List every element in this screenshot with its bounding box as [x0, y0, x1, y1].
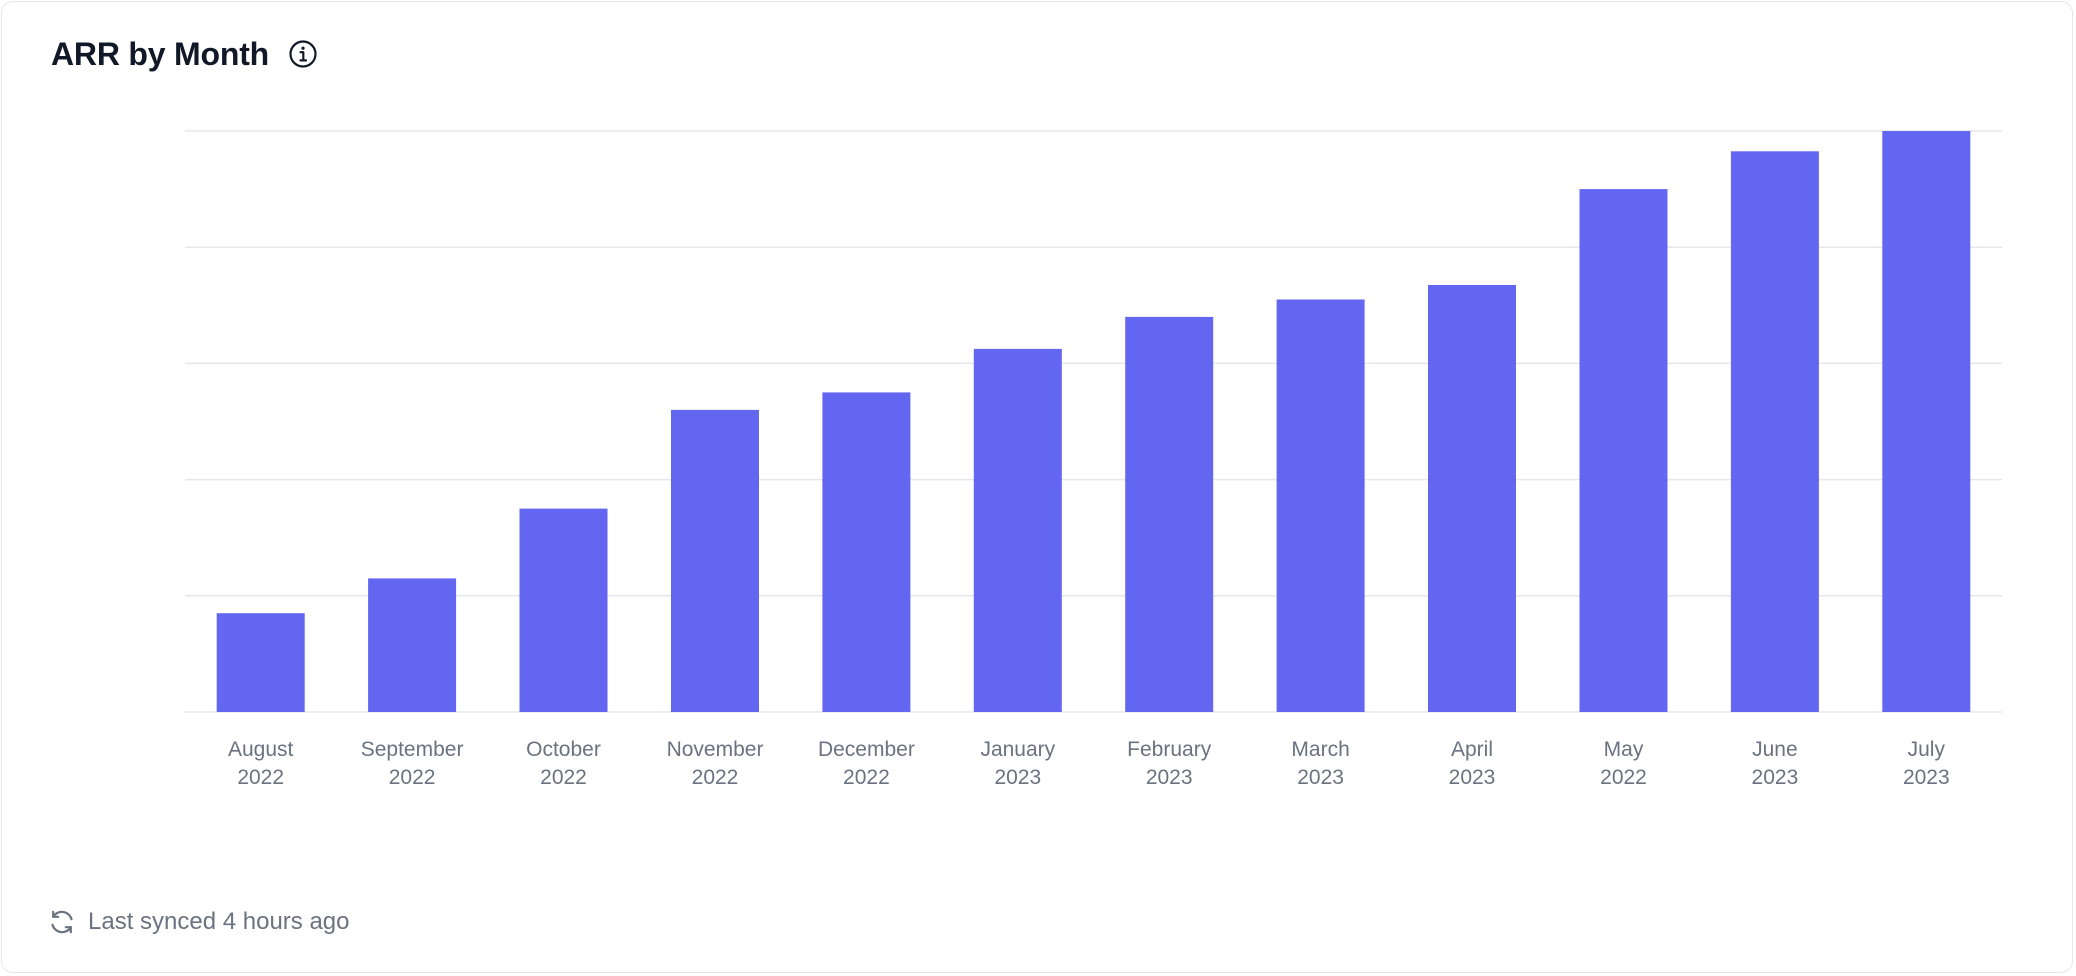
- x-tick-label: August 2022: [228, 738, 294, 789]
- x-tick-label: December 2022: [818, 738, 915, 789]
- bar[interactable]: [1730, 151, 1819, 713]
- bar[interactable]: [519, 508, 608, 712]
- x-tick-label: November 2022: [667, 738, 764, 789]
- last-synced-text: Last synced 4 hours ago: [88, 908, 350, 935]
- x-tick-label: April 2023: [1449, 738, 1496, 789]
- arr-bar-chart: August 2022 September 2022 October 2022 Novemb…: [185, 130, 2002, 789]
- x-tick-label: May 2022: [1600, 738, 1647, 789]
- bar[interactable]: [1428, 285, 1516, 712]
- x-tick-label: January 2023: [980, 738, 1055, 789]
- bar[interactable]: [216, 613, 305, 712]
- bar[interactable]: [1579, 189, 1668, 713]
- card-header: ARR by Month: [51, 32, 319, 76]
- x-tick-label: June 2023: [1752, 738, 1799, 789]
- sync-arrows-icon: [51, 910, 73, 934]
- chart-title: ARR by Month: [51, 35, 270, 72]
- bar[interactable]: [1276, 299, 1365, 713]
- bar[interactable]: [671, 409, 759, 712]
- x-tick-label: September 2022: [361, 738, 464, 789]
- x-tick-label: March 2023: [1291, 738, 1349, 789]
- bar[interactable]: [1882, 131, 1971, 712]
- x-tick-label: July 2023: [1903, 738, 1950, 789]
- sync-status: Last synced 4 hours ago: [46, 904, 350, 940]
- refresh-icon[interactable]: [46, 906, 78, 938]
- bar[interactable]: [822, 392, 911, 712]
- x-tick-label: October 2022: [526, 738, 601, 789]
- x-tick-label: February 2023: [1127, 738, 1212, 789]
- bar[interactable]: [368, 578, 457, 712]
- info-circle-icon: [289, 40, 317, 68]
- info-icon[interactable]: [287, 38, 319, 70]
- bar[interactable]: [973, 348, 1062, 712]
- bar[interactable]: [1125, 316, 1214, 712]
